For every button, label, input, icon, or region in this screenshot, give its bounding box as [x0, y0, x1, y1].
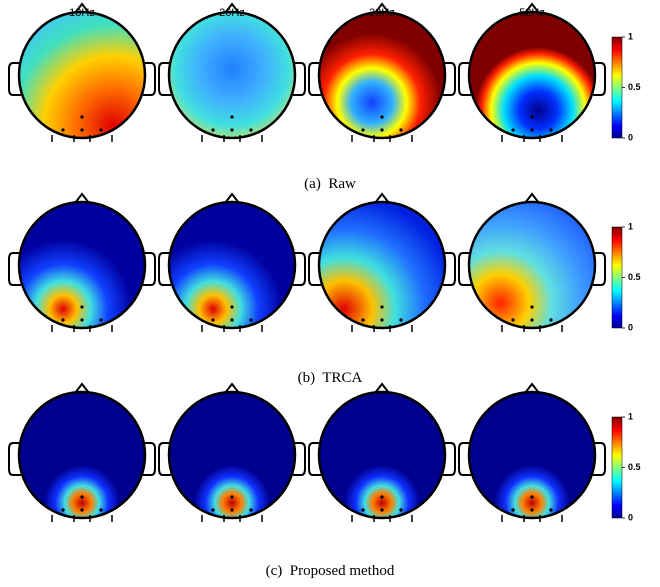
- column-label: 26Hz: [219, 7, 245, 19]
- electrode: [549, 318, 552, 321]
- electrode: [211, 128, 214, 131]
- topomap: [309, 384, 455, 522]
- head-map: [319, 392, 445, 518]
- electrode: [380, 128, 383, 131]
- electrode: [361, 128, 364, 131]
- electrode: [380, 508, 383, 511]
- column-label: 39Hz: [369, 7, 395, 19]
- head-map: [19, 202, 145, 328]
- electrode: [230, 305, 233, 308]
- topomap: [459, 194, 605, 332]
- electrode: [530, 318, 533, 321]
- topomap: [309, 4, 455, 142]
- electrode: [380, 495, 383, 498]
- row-caption: (a) Raw: [304, 176, 356, 192]
- head-map: [169, 202, 295, 328]
- colorbar: [612, 417, 622, 518]
- electrode: [511, 318, 514, 321]
- electrode: [230, 115, 233, 118]
- electrode: [399, 128, 402, 131]
- row-caption: (c) Proposed method: [266, 563, 395, 579]
- electrode: [530, 305, 533, 308]
- topomap: [309, 194, 455, 332]
- electrode: [530, 508, 533, 511]
- electrode: [530, 115, 533, 118]
- electrode: [80, 128, 83, 131]
- electrode: [361, 318, 364, 321]
- topomap: [459, 384, 605, 522]
- electrode: [249, 508, 252, 511]
- figure: 13Hz 26Hz 39Hz 52Hz 0 0.5 1 (a) Raw 0 0.5 1 (b) TRC…: [0, 0, 660, 587]
- colorbar-tick-label: 1: [628, 411, 633, 421]
- electrode: [511, 508, 514, 511]
- topomap: [159, 384, 305, 522]
- electrode: [511, 128, 514, 131]
- electrode: [80, 318, 83, 321]
- row-caption: (b) TRCA: [298, 370, 363, 386]
- colorbar-tick-label: 1: [628, 221, 633, 231]
- column-label: 52Hz: [519, 7, 545, 19]
- electrode: [99, 128, 102, 131]
- electrode: [211, 508, 214, 511]
- electrode: [99, 318, 102, 321]
- colorbar-tick-label: 1: [628, 31, 633, 41]
- electrode: [230, 495, 233, 498]
- colorbar-tick-label: 0.5: [628, 82, 641, 92]
- electrode: [61, 318, 64, 321]
- electrode: [230, 508, 233, 511]
- head-map: [169, 392, 295, 518]
- head-map: [469, 12, 595, 138]
- electrode: [380, 305, 383, 308]
- topomap: [159, 4, 305, 142]
- head-map: [169, 12, 295, 138]
- electrode: [380, 115, 383, 118]
- electrode: [249, 318, 252, 321]
- colorbar-tick-label: 0: [628, 512, 633, 522]
- topomap: [459, 4, 605, 142]
- electrode: [80, 495, 83, 498]
- topomap: [159, 194, 305, 332]
- electrode: [211, 318, 214, 321]
- topomap: [9, 194, 155, 332]
- head-map: [469, 392, 595, 518]
- electrode: [549, 128, 552, 131]
- electrode: [380, 318, 383, 321]
- electrode: [99, 508, 102, 511]
- electrode: [530, 128, 533, 131]
- topomap: [9, 4, 155, 142]
- electrode: [249, 128, 252, 131]
- electrode: [61, 508, 64, 511]
- electrode: [80, 305, 83, 308]
- topomap: [9, 384, 155, 522]
- colorbar: [612, 227, 622, 328]
- colorbar-tick-label: 0: [628, 322, 633, 332]
- electrode: [61, 128, 64, 131]
- electrode: [530, 495, 533, 498]
- colorbar-tick-label: 0: [628, 132, 633, 142]
- colorbar-tick-label: 0.5: [628, 462, 641, 472]
- head-map: [19, 12, 145, 138]
- head-map: [19, 392, 145, 518]
- head-map: [469, 202, 595, 328]
- electrode: [230, 128, 233, 131]
- electrode: [549, 508, 552, 511]
- electrode: [80, 508, 83, 511]
- electrode: [399, 318, 402, 321]
- colorbar: [612, 37, 622, 138]
- electrode: [399, 508, 402, 511]
- electrode: [361, 508, 364, 511]
- electrode: [230, 318, 233, 321]
- column-label: 13Hz: [69, 7, 95, 19]
- head-map: [319, 202, 445, 328]
- colorbar-tick-label: 0.5: [628, 272, 641, 282]
- electrode: [80, 115, 83, 118]
- head-map: [319, 12, 445, 138]
